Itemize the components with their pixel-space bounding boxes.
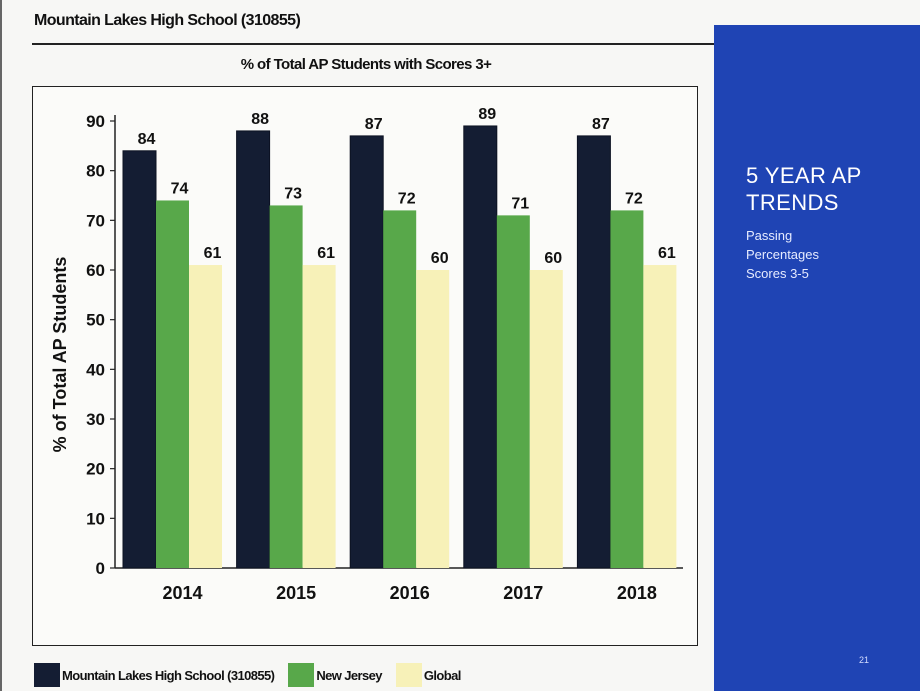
y-tick-label: 40	[86, 360, 105, 379]
panel-sub-line2: Percentages	[746, 247, 819, 262]
bar	[189, 265, 222, 568]
bar	[122, 150, 157, 569]
bar-chart: % of Total AP Students 0 10 20 30 40 50 60 70 80 9…	[50, 106, 683, 603]
data-label: 71	[511, 195, 529, 212]
left-border	[0, 0, 2, 691]
x-tick-label: 2016	[390, 583, 430, 603]
y-tick-label: 60	[86, 261, 105, 280]
bar	[302, 265, 336, 568]
data-label: 61	[317, 245, 335, 262]
bar	[610, 210, 644, 568]
y-tick-label: 30	[86, 410, 105, 429]
panel-sub-line3: Scores 3-5	[746, 266, 809, 281]
data-label: 87	[592, 116, 610, 133]
data-label: 72	[398, 190, 416, 207]
bar	[236, 130, 271, 569]
data-label: 60	[431, 250, 449, 267]
y-tick-label: 0	[96, 559, 105, 578]
bar	[383, 210, 417, 568]
legend-item-global: Global	[395, 663, 461, 687]
page-title: Mountain Lakes High School (310855)	[34, 12, 301, 29]
bar	[643, 265, 677, 568]
title-divider	[32, 43, 714, 45]
data-label: 73	[284, 185, 302, 202]
bar	[529, 270, 563, 568]
y-tick-label: 50	[86, 311, 105, 330]
legend: Mountain Lakes High School (310855) New …	[34, 662, 475, 688]
y-tick-label: 10	[86, 509, 105, 528]
side-panel: 5 YEAR AP TRENDS Passing Percentages Sco…	[714, 25, 920, 691]
y-axis-label: % of Total AP Students	[50, 257, 70, 453]
data-label: 60	[544, 250, 562, 267]
legend-label-global: Global	[423, 667, 461, 683]
data-label: 88	[251, 111, 269, 128]
page-number: 21	[859, 655, 870, 665]
legend-swatch-mountain-lakes	[34, 663, 60, 687]
x-tick-label: 2015	[276, 583, 316, 603]
panel-heading-line2: TRENDS	[746, 190, 839, 215]
panel-heading: 5 YEAR AP TRENDS	[746, 162, 916, 216]
data-label: 84	[138, 131, 156, 148]
data-label: 87	[365, 116, 383, 133]
panel-heading-line1: 5 YEAR AP	[746, 163, 862, 188]
y-tick-label: 90	[86, 112, 105, 131]
data-label: 61	[658, 245, 676, 262]
y-tick-label: 80	[86, 162, 105, 181]
data-label: 72	[625, 190, 643, 207]
legend-item-mountain-lakes: Mountain Lakes High School (310855)	[34, 663, 275, 687]
bar	[576, 135, 611, 569]
bar	[269, 205, 303, 568]
bar	[349, 135, 384, 569]
bar	[416, 270, 450, 568]
legend-label-new-jersey: New Jersey	[316, 667, 382, 683]
data-label: 74	[171, 180, 189, 197]
data-label: 89	[478, 106, 496, 123]
x-tick-label: 2017	[503, 583, 543, 603]
x-tick-label: 2018	[617, 583, 657, 603]
chart-title: % of Total AP Students with Scores 3+	[240, 56, 492, 73]
legend-label-mountain-lakes: Mountain Lakes High School (310855)	[62, 667, 275, 683]
panel-subheading: Passing Percentages Scores 3-5	[746, 226, 916, 283]
chart-frame: % of Total AP Students 0 10 20 30 40 50 60 70 80 9…	[32, 86, 698, 646]
bar	[156, 200, 189, 568]
bar	[496, 215, 530, 568]
x-tick-label: 2014	[162, 583, 202, 603]
legend-swatch-new-jersey	[288, 663, 315, 687]
legend-item-new-jersey: New Jersey	[288, 663, 382, 687]
legend-swatch-global	[395, 663, 422, 687]
panel-sub-line1: Passing	[746, 228, 793, 243]
data-label: 61	[204, 245, 222, 262]
y-tick-label: 20	[86, 460, 105, 479]
y-tick-label: 70	[86, 211, 105, 230]
bar	[463, 125, 498, 569]
